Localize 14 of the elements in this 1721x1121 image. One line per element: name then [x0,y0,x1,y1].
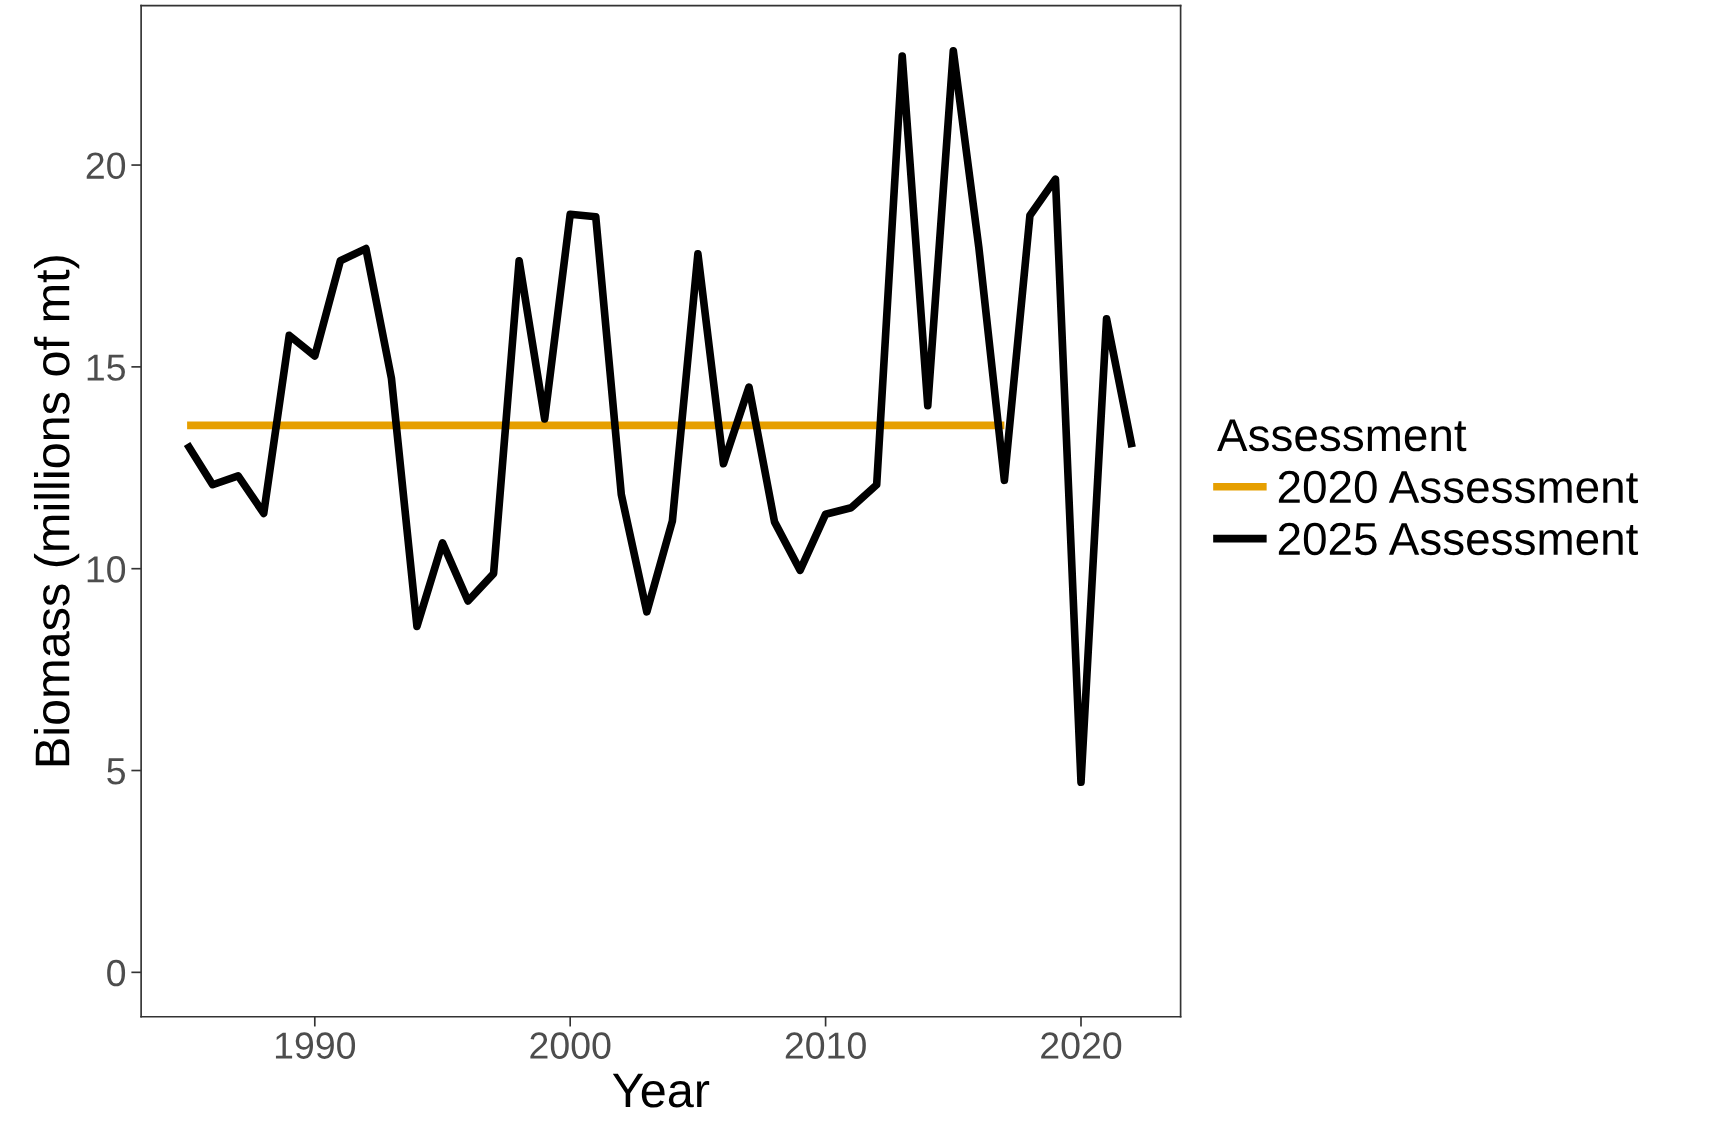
legend-label: 2020 Assessment [1278,470,1639,504]
x-tick-label: 1990 [275,1032,356,1059]
x-axis-title: Year [612,1073,710,1108]
y-axis-title: Biomass (millions of mt) [33,256,80,766]
x-tick-label: 2010 [785,1032,866,1059]
y-tick-label: 20 [86,152,126,179]
y-tick-label: 15 [87,354,125,381]
x-tick-label: 2020 [1041,1032,1122,1059]
legend-label: 2025 Assessment [1278,522,1639,556]
x-tick-label: 2000 [530,1032,611,1059]
legend-title: Assessment [1217,419,1467,452]
y-tick-label: 5 [107,758,125,785]
y-tick-label: 0 [107,959,126,987]
y-tick-label: 10 [87,556,126,583]
